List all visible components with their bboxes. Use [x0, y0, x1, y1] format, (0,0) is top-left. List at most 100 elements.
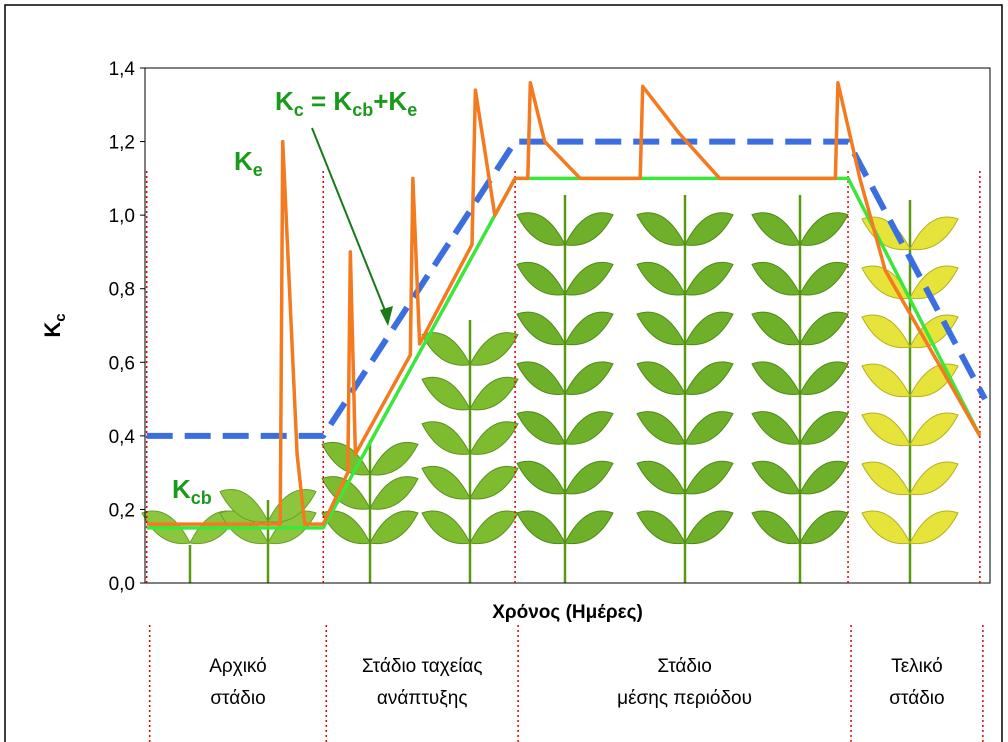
plant-leaf	[636, 311, 686, 346]
series-line	[146, 80, 982, 526]
plant-leaf	[799, 411, 849, 445]
plant-leaf	[909, 265, 959, 300]
annotation-part: c	[294, 100, 304, 120]
plant-leaf	[564, 311, 614, 346]
plant-leaf	[684, 510, 734, 545]
stage-label: Στάδιο ταχείας	[362, 656, 483, 677]
plant-leaf	[369, 476, 419, 510]
plant-leaf	[636, 460, 686, 495]
plant-leaf	[909, 461, 959, 496]
y-tick-label: 0,8	[109, 280, 135, 301]
plant-leaf	[516, 411, 566, 445]
plant-leaf	[751, 261, 801, 296]
plant-leaf	[861, 461, 911, 496]
stage-label: Αρχικό	[209, 656, 267, 677]
plant-leaf	[909, 216, 959, 251]
kcb-label-part: K	[172, 474, 191, 504]
ke-label: Ke	[234, 146, 263, 180]
plant-leaf	[636, 212, 686, 246]
plant-leaf	[421, 510, 471, 545]
plant-leaf	[636, 261, 686, 296]
plant-leaf	[469, 465, 519, 500]
kcb-label-part: cb	[191, 488, 212, 508]
plant-leaf	[684, 261, 734, 296]
plant-leaf	[861, 363, 911, 398]
annotation-arrowhead	[380, 306, 393, 326]
annotation-part: = K	[304, 86, 353, 116]
y-tick-label: 0,4	[109, 427, 136, 448]
ke-label-part: e	[253, 160, 263, 180]
y-tick-label: 0,6	[109, 353, 135, 374]
plant-leaf	[564, 510, 614, 545]
y-tick-label: 1,0	[109, 206, 135, 227]
plant-leaf	[516, 460, 566, 495]
annotation-part: K	[275, 86, 294, 116]
plant-leaf	[751, 411, 801, 445]
plant-leaf	[321, 510, 371, 545]
plant-leaf	[421, 465, 471, 500]
y-tick-label: 0,0	[109, 574, 135, 595]
plant-leaf	[636, 361, 686, 395]
plant-leaf	[909, 510, 959, 545]
plant-leaf	[516, 311, 566, 346]
plant-leaf	[799, 361, 849, 395]
stage-label: στάδιο	[210, 688, 265, 709]
plant-leaf	[469, 376, 519, 411]
plant-leaf	[516, 510, 566, 545]
plant-leaf	[751, 311, 801, 346]
plant-leaf	[564, 361, 614, 395]
plant-leaf	[861, 314, 911, 349]
stage-label: μέσης περιόδου	[617, 688, 752, 709]
stage-label: Στάδιο	[657, 656, 711, 677]
annotation: Kc = Kcb+Ke	[275, 86, 417, 120]
plant-leaf	[861, 412, 911, 447]
annotation-part: +K	[373, 86, 407, 116]
plant-leaf	[799, 311, 849, 346]
plants	[141, 195, 959, 583]
frame	[4, 4, 1003, 742]
annotation-arrow	[311, 127, 389, 319]
plant-leaf	[369, 510, 419, 545]
plant-leaf	[469, 421, 519, 455]
plant-leaf	[684, 460, 734, 495]
y-label-part: K	[40, 322, 65, 338]
y-tick-label: 1,2	[109, 133, 135, 154]
plot-area	[144, 67, 991, 584]
plant-leaf	[751, 212, 801, 246]
plant-leaf	[751, 510, 801, 545]
plant-leaf	[799, 460, 849, 495]
plant-leaf	[321, 476, 371, 510]
plant-leaf	[861, 510, 911, 545]
stage-label: ανάπτυξης	[377, 688, 468, 709]
ke-label-part: K	[234, 146, 253, 176]
plant-leaf	[564, 261, 614, 296]
plant-leaf	[799, 212, 849, 246]
plant-leaf	[369, 441, 419, 476]
y-tick-label: 1,4	[109, 59, 136, 80]
y-label-part: c	[52, 313, 69, 321]
plant-leaf	[564, 212, 614, 246]
plant-leaf	[516, 361, 566, 395]
annotation-part: cb	[352, 100, 373, 120]
plant-leaf	[564, 411, 614, 445]
plant-leaf	[469, 332, 519, 366]
plant-leaf	[421, 332, 471, 366]
plant-leaf	[799, 261, 849, 296]
plant-leaf	[636, 510, 686, 545]
y-tick-label: 0,2	[109, 500, 135, 521]
plant-leaf	[751, 460, 801, 495]
plant-leaf	[564, 460, 614, 495]
plant-leaf	[421, 421, 471, 455]
x-axis-label: Χρόνος (Ημέρες)	[492, 602, 643, 623]
y-axis-label: Kc	[40, 313, 69, 337]
stage-label: στάδιο	[889, 688, 944, 709]
plant-leaf	[636, 411, 686, 445]
plant-leaf	[684, 361, 734, 395]
plant-leaf	[421, 376, 471, 411]
annotation-part: e	[407, 100, 417, 120]
plant-leaf	[684, 212, 734, 246]
plant-leaf	[751, 361, 801, 395]
stage-label: Τελικό	[891, 656, 943, 677]
